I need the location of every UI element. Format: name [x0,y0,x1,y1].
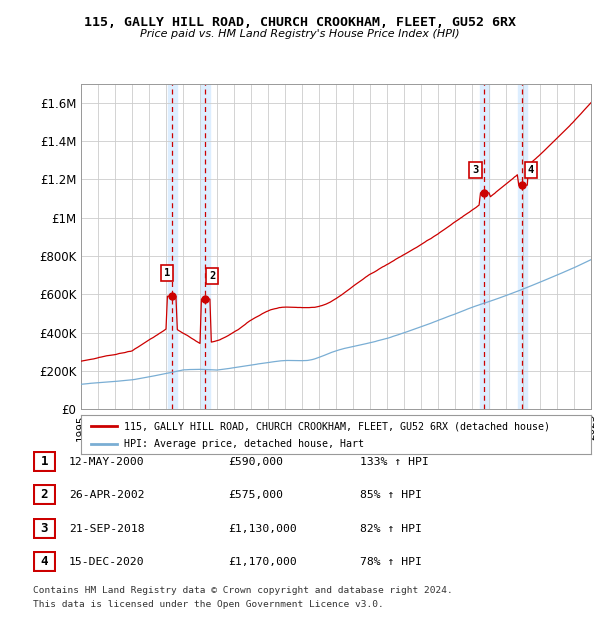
Text: 2: 2 [209,271,215,281]
Text: 12-MAY-2000: 12-MAY-2000 [69,457,145,467]
Text: 133% ↑ HPI: 133% ↑ HPI [360,457,429,467]
Text: 21-SEP-2018: 21-SEP-2018 [69,524,145,534]
Text: 15-DEC-2020: 15-DEC-2020 [69,557,145,567]
Text: 2: 2 [41,489,48,501]
Text: 115, GALLY HILL ROAD, CHURCH CROOKHAM, FLEET, GU52 6RX: 115, GALLY HILL ROAD, CHURCH CROOKHAM, F… [84,16,516,29]
Bar [201,84,210,409]
Text: £575,000: £575,000 [228,490,283,500]
Text: Contains HM Land Registry data © Crown copyright and database right 2024.: Contains HM Land Registry data © Crown c… [33,586,453,595]
Text: 1: 1 [41,455,48,467]
Text: £1,170,000: £1,170,000 [228,557,297,567]
Text: Price paid vs. HM Land Registry's House Price Index (HPI): Price paid vs. HM Land Registry's House … [140,29,460,39]
Bar [167,84,177,409]
FancyBboxPatch shape [34,519,55,538]
Text: £1,130,000: £1,130,000 [228,524,297,534]
Text: 1: 1 [164,268,170,278]
Bar [518,84,527,409]
Bar [479,84,489,409]
FancyBboxPatch shape [34,452,55,471]
Text: 82% ↑ HPI: 82% ↑ HPI [360,524,422,534]
Text: £590,000: £590,000 [228,457,283,467]
Text: 4: 4 [527,165,534,175]
Text: 115, GALLY HILL ROAD, CHURCH CROOKHAM, FLEET, GU52 6RX (detached house): 115, GALLY HILL ROAD, CHURCH CROOKHAM, F… [124,421,550,431]
Text: HPI: Average price, detached house, Hart: HPI: Average price, detached house, Hart [124,439,364,450]
Text: 26-APR-2002: 26-APR-2002 [69,490,145,500]
Text: 78% ↑ HPI: 78% ↑ HPI [360,557,422,567]
Text: This data is licensed under the Open Government Licence v3.0.: This data is licensed under the Open Gov… [33,600,384,609]
Text: 3: 3 [473,165,479,175]
Text: 3: 3 [41,522,48,534]
Text: 85% ↑ HPI: 85% ↑ HPI [360,490,422,500]
Text: 4: 4 [41,556,48,568]
FancyBboxPatch shape [34,552,55,571]
FancyBboxPatch shape [34,485,55,504]
